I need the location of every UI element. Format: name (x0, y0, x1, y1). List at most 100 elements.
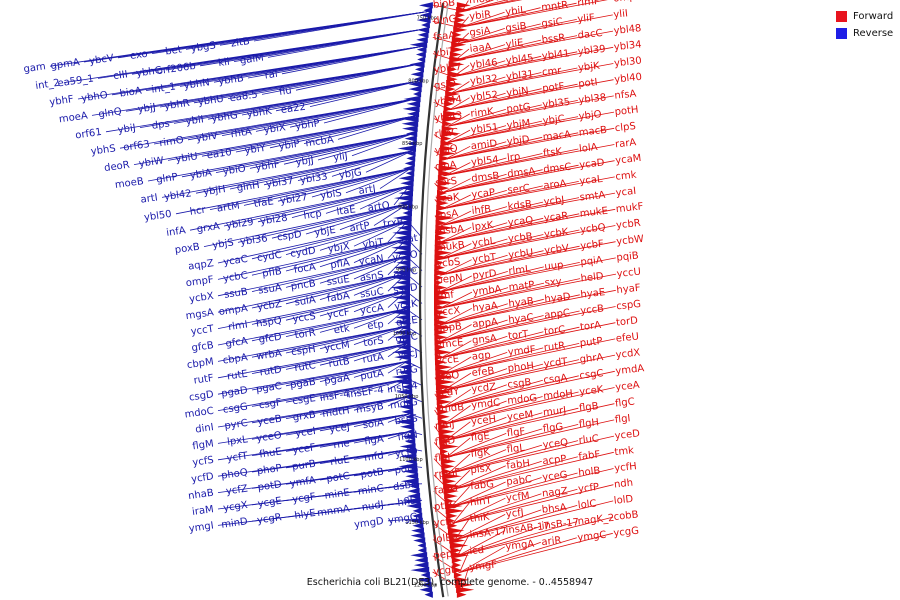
forward-gene-label: pepN (436, 273, 463, 287)
forward-leader-line (441, 347, 544, 375)
forward-gene-arrow (437, 418, 449, 425)
reverse-gene-arrow (398, 463, 418, 470)
reverse-leader-line (251, 255, 407, 292)
forward-gene-label: ycgI (433, 565, 455, 578)
reverse-gene-label: ybiJ (117, 123, 136, 136)
reverse-gene-label: yccA (359, 303, 384, 317)
reverse-gene-arrow (413, 90, 422, 98)
reverse-gene-label: yceJ (329, 422, 351, 436)
forward-gene-arrow (453, 566, 463, 574)
reverse-leader-line (303, 115, 415, 144)
reverse-gene-label: rutB (328, 356, 351, 370)
reverse-leader-line (271, 203, 409, 239)
forward-leader-line (439, 278, 581, 309)
reverse-leader-line (237, 203, 409, 243)
reverse-gene-label: potB (360, 467, 385, 481)
forward-gene-label: clpS (614, 121, 636, 134)
forward-leader-line (449, 451, 614, 491)
reverse-gene-label: yliJ (333, 151, 349, 164)
reverse-gene-arrow (405, 473, 419, 480)
reverse-gene-arrow (402, 165, 415, 172)
forward-gene-label: serS (435, 176, 458, 189)
reverse-leader-line (217, 483, 415, 510)
forward-gene-arrow (438, 160, 449, 167)
reverse-gene-label: mdtG (389, 397, 418, 412)
forward-gene-label: flgD (434, 435, 456, 448)
reverse-leader-line (217, 325, 407, 362)
forward-gene-label: ycbR (616, 218, 642, 232)
reverse-gene-label: yccS (292, 311, 317, 325)
forward-leader-line (445, 407, 579, 442)
forward-leader-line (443, 157, 507, 177)
reverse-leader-line (251, 220, 408, 260)
reverse-gene-label: fhuE (259, 446, 283, 460)
forward-gene-label: fsaA (433, 30, 456, 43)
forward-leader-line (461, 0, 523, 12)
reverse-leader-line (223, 185, 410, 227)
reverse-gene-label: ybjT (362, 237, 385, 251)
reverse-leader-line (217, 255, 407, 297)
forward-gene-arrow (436, 194, 454, 202)
forward-gene-arrow (442, 478, 457, 485)
reverse-gene-arrow (393, 329, 411, 336)
reverse-leader-line (285, 220, 408, 255)
forward-gene-arrow (434, 304, 446, 311)
forward-leader-line (452, 60, 506, 78)
reverse-gene-label: ybiU (175, 151, 199, 165)
reverse-gene-label: ybiO (222, 163, 246, 177)
forward-gene-label: ybiR (469, 9, 492, 22)
reverse-gene-label: orf206b (156, 61, 196, 77)
reverse-strand-track (390, 2, 433, 598)
reverse-leader-line (77, 45, 423, 100)
forward-leader-line (443, 153, 543, 177)
reverse-gene-label: insEF-4 (347, 385, 385, 401)
forward-gene-arrow (434, 349, 452, 356)
reverse-gene-arrow (395, 279, 411, 286)
forward-gene-label: yceM (507, 409, 534, 423)
forward-gene-label: flgH (578, 417, 599, 430)
reverse-gene-label: etk (333, 323, 350, 336)
forward-gene-arrow (449, 51, 462, 58)
forward-gene-label: ybl46 (469, 57, 498, 71)
reverse-gene-arrow (392, 334, 411, 341)
forward-leader-line (440, 322, 616, 359)
kbp-label: 950 kbp (396, 268, 416, 274)
forward-leader-line (459, 537, 577, 573)
reverse-gene-label: pgaA (323, 372, 350, 386)
reverse-gene-arrow (394, 418, 414, 425)
reverse-gene-label: ybjS (212, 237, 235, 251)
reverse-gene-label: potD (257, 479, 283, 493)
forward-gene-label: flgK (470, 447, 491, 460)
reverse-gene-arrow (392, 214, 412, 222)
reverse-gene-arrow (401, 497, 421, 505)
reverse-gene-arrow (402, 125, 418, 132)
forward-gene-label: pyrD (472, 268, 497, 281)
reverse-gene-arrow (402, 398, 413, 406)
forward-gene-label: rpsA (435, 208, 459, 221)
reverse-leader-line (217, 238, 408, 280)
forward-gene-arrow (452, 561, 461, 569)
reverse-gene-arrow (409, 41, 428, 48)
reverse-gene-arrow (393, 264, 411, 271)
reverse-leader-line (353, 220, 408, 247)
reverse-gene-arrow (404, 135, 417, 142)
forward-leader-line (441, 201, 544, 226)
reverse-leader-line (387, 361, 408, 374)
reverse-gene-label: ybl37 (265, 176, 294, 191)
reverse-leader-line (269, 115, 415, 149)
forward-gene-label: murJ (543, 405, 567, 418)
forward-gene-label: ycbL (472, 236, 497, 249)
reverse-leader-line (387, 431, 411, 440)
reverse-leader-line (175, 168, 411, 215)
forward-gene-label: yccB (580, 303, 605, 316)
forward-leader-line (440, 298, 544, 326)
reverse-gene-label: pflA (330, 258, 351, 272)
reverse-gene-label: ssuB (223, 287, 248, 301)
reverse-gene-label: yccJ (397, 348, 418, 362)
reverse-gene-label: ompA (218, 303, 248, 318)
forward-gene-label: cmr (542, 65, 563, 78)
kbp-label: 800 kbp (408, 78, 428, 84)
reverse-gene-label: ybiA (189, 168, 212, 182)
forward-leader-line (443, 144, 615, 177)
forward-leader-line (445, 145, 471, 160)
